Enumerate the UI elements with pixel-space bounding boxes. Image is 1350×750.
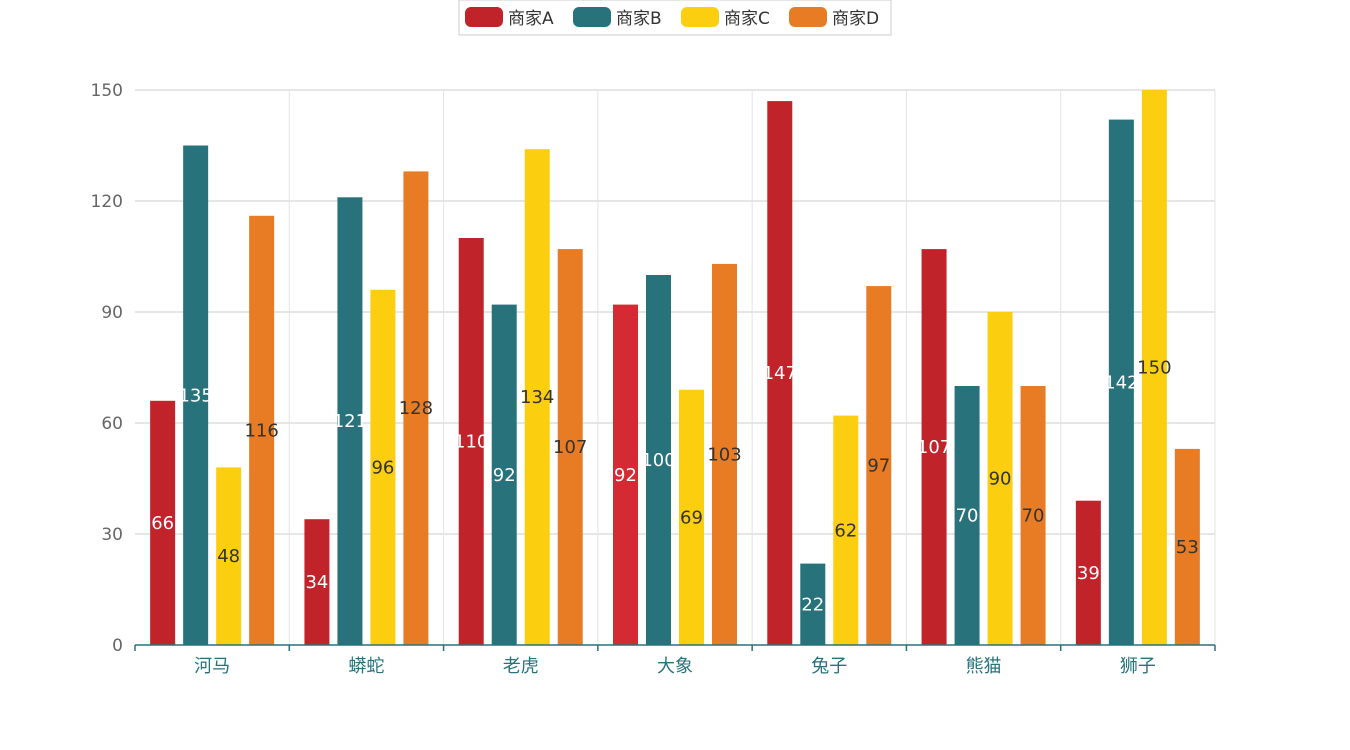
data-label: 62 — [834, 520, 857, 541]
data-label: 66 — [151, 513, 174, 534]
x-tick-label: 大象 — [657, 656, 693, 677]
data-label: 103 — [707, 444, 741, 465]
y-tick-label: 60 — [101, 414, 123, 434]
data-label: 69 — [680, 507, 703, 528]
bar[interactable] — [1075, 500, 1101, 645]
data-label: 100 — [641, 450, 675, 471]
y-tick-label: 90 — [101, 303, 123, 323]
data-label: 134 — [520, 387, 554, 408]
data-label: 107 — [917, 437, 951, 458]
bar[interactable] — [866, 286, 892, 645]
bar[interactable] — [557, 249, 583, 645]
x-tick-label: 蟒蛇 — [348, 656, 384, 677]
bar[interactable] — [370, 289, 396, 645]
axes: 0 30 60 90 120 150 河马 蟒蛇 老虎 大象 兔子 熊猫 狮子 — [91, 81, 1216, 677]
legend-swatch[interactable] — [573, 7, 611, 27]
grid-lines — [135, 89, 1216, 645]
legend-label[interactable]: 商家C — [724, 9, 770, 29]
legend-label[interactable]: 商家D — [832, 9, 879, 29]
bar[interactable] — [767, 101, 793, 646]
bar[interactable] — [216, 467, 242, 645]
bar[interactable] — [1020, 386, 1046, 645]
data-label: 97 — [867, 456, 890, 477]
data-label: 128 — [399, 398, 433, 419]
legend-swatch[interactable] — [789, 7, 827, 27]
data-label: 92 — [493, 465, 516, 486]
bar[interactable] — [183, 145, 209, 646]
x-tick-label: 老虎 — [503, 656, 539, 677]
data-label: 70 — [956, 506, 979, 527]
bar[interactable] — [1141, 90, 1167, 645]
y-tick-label: 30 — [101, 525, 123, 545]
legend-label[interactable]: 商家A — [508, 9, 554, 29]
bar[interactable] — [679, 389, 704, 645]
bar[interactable] — [987, 312, 1013, 645]
bar[interactable] — [646, 275, 671, 645]
data-label: 107 — [553, 437, 587, 458]
bar[interactable] — [249, 215, 275, 646]
bar[interactable] — [150, 400, 176, 645]
data-label: 90 — [989, 469, 1012, 490]
legend-label[interactable]: 商家B — [616, 9, 662, 29]
bar[interactable] — [1108, 119, 1134, 646]
data-label: 70 — [1022, 506, 1045, 527]
y-tick-label: 150 — [91, 81, 123, 101]
y-tick-label: 0 — [112, 636, 123, 656]
legend-swatch[interactable] — [681, 7, 719, 27]
bar[interactable] — [403, 171, 429, 645]
data-label: 34 — [305, 572, 328, 593]
bar[interactable] — [1174, 448, 1200, 645]
x-tick-label: 河马 — [194, 656, 230, 677]
data-label: 116 — [244, 420, 278, 441]
bar[interactable] — [712, 263, 737, 645]
bar[interactable] — [613, 304, 638, 645]
y-tick-label: 120 — [91, 192, 123, 212]
x-tick-label: 熊猫 — [966, 656, 1002, 677]
bar[interactable] — [833, 415, 859, 645]
bar[interactable] — [954, 386, 980, 645]
data-label: 96 — [371, 457, 394, 478]
bar[interactable] — [491, 304, 517, 645]
data-label: 92 — [614, 465, 637, 486]
data-label: 147 — [763, 363, 797, 384]
x-tick-label: 兔子 — [811, 656, 847, 677]
x-tick-label: 狮子 — [1120, 656, 1156, 677]
data-label: 110 — [454, 432, 488, 453]
bar[interactable] — [921, 249, 947, 645]
bar[interactable] — [337, 197, 363, 646]
bar[interactable] — [524, 149, 550, 645]
data-label: 22 — [801, 594, 824, 615]
bar[interactable] — [458, 238, 484, 645]
data-label: 121 — [333, 411, 367, 432]
data-label: 53 — [1176, 537, 1199, 558]
legend-swatch[interactable] — [465, 7, 503, 27]
bar[interactable] — [304, 519, 330, 645]
bar[interactable] — [800, 563, 826, 645]
data-label: 142 — [1104, 372, 1138, 393]
data-labels: 6634110921471073913512192100227014248961… — [151, 358, 1199, 616]
data-label: 150 — [1137, 358, 1171, 379]
data-label: 48 — [217, 546, 240, 567]
data-label: 39 — [1077, 563, 1100, 584]
data-label: 135 — [178, 385, 212, 406]
legend[interactable]: 商家A 商家B 商家C 商家D — [458, 0, 892, 36]
bars — [150, 90, 1200, 646]
